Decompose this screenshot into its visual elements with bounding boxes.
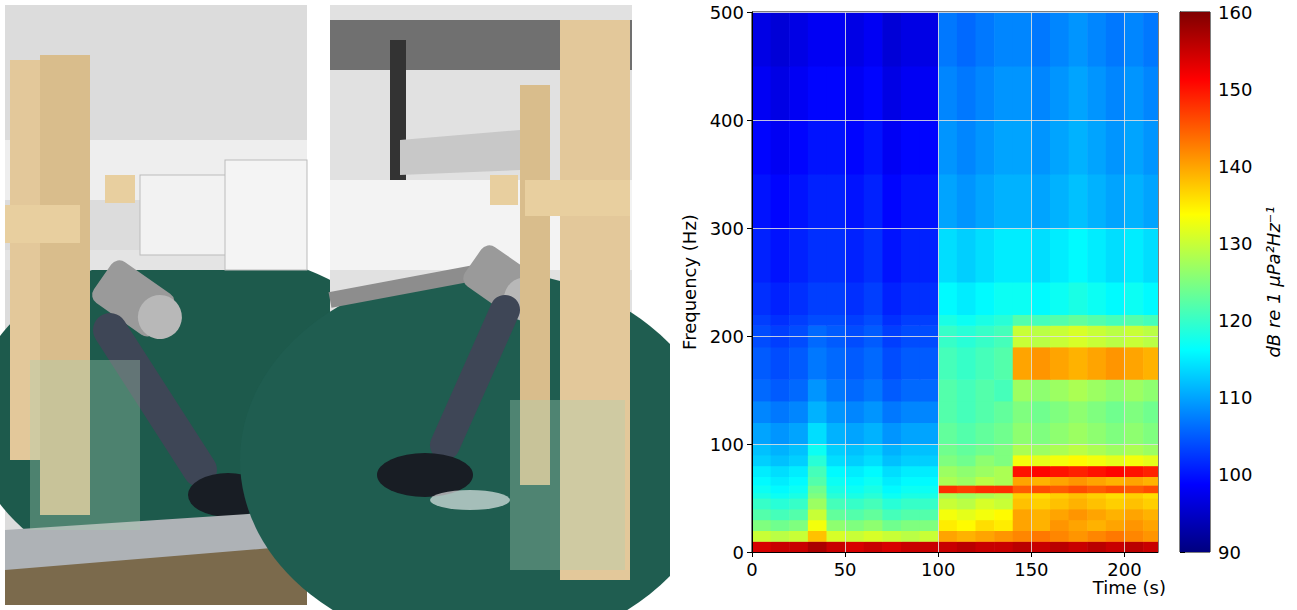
svg-text:110: 110 <box>1218 387 1252 408</box>
svg-text:Frequency (Hz): Frequency (Hz) <box>679 214 700 350</box>
svg-text:160: 160 <box>1218 2 1252 23</box>
svg-text:100: 100 <box>710 434 744 455</box>
svg-text:120: 120 <box>1218 310 1252 331</box>
svg-text:100: 100 <box>921 559 955 580</box>
svg-text:140: 140 <box>1218 156 1252 177</box>
svg-text:0: 0 <box>733 542 744 563</box>
svg-text:300: 300 <box>710 218 744 239</box>
svg-text:400: 400 <box>710 110 744 131</box>
svg-text:200: 200 <box>710 326 744 347</box>
svg-text:90: 90 <box>1218 542 1241 563</box>
svg-text:Time (s): Time (s) <box>1092 577 1166 598</box>
svg-text:100: 100 <box>1218 464 1252 485</box>
svg-text:50: 50 <box>834 559 857 580</box>
svg-text:200: 200 <box>1107 559 1141 580</box>
svg-text:150: 150 <box>1218 79 1252 100</box>
svg-text:dB re 1 μPa²Hz⁻¹: dB re 1 μPa²Hz⁻¹ <box>1263 206 1284 357</box>
svg-text:0: 0 <box>746 559 757 580</box>
svg-text:500: 500 <box>710 2 744 23</box>
svg-text:150: 150 <box>1014 559 1048 580</box>
svg-text:130: 130 <box>1218 233 1252 254</box>
